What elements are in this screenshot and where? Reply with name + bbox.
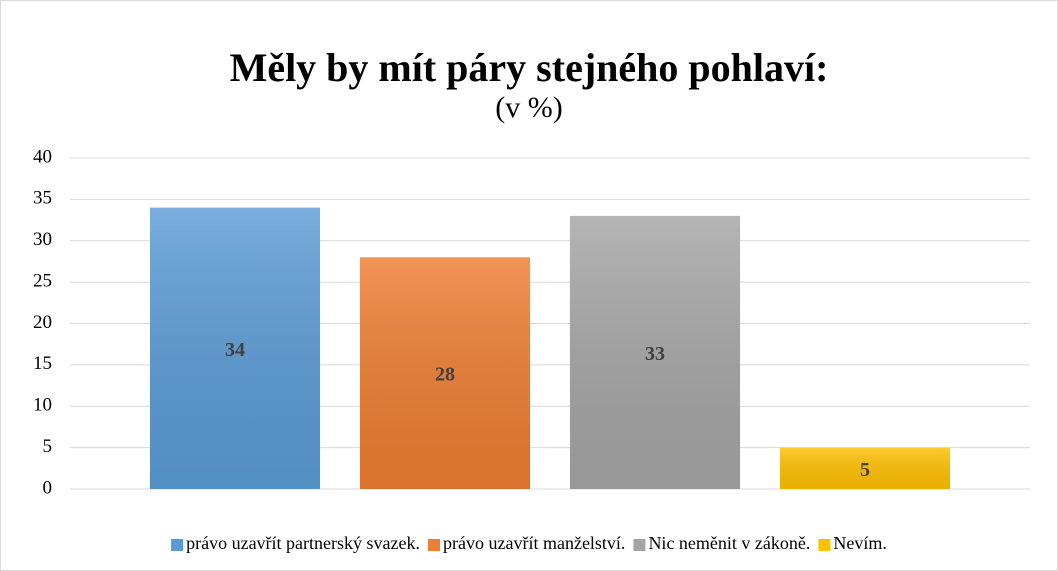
- y-tick-label: 40: [33, 146, 52, 167]
- legend-swatch: [818, 539, 831, 551]
- legend-label: Nevím.: [833, 533, 887, 553]
- data-label: 33: [645, 343, 665, 365]
- data-label: 5: [860, 459, 870, 481]
- data-label: 28: [435, 364, 455, 386]
- y-tick-label: 20: [33, 312, 52, 333]
- bar-shade: [569, 215, 741, 490]
- legend-swatch: [428, 539, 441, 551]
- chart-title: Měly by mít páry stejného pohlaví:: [230, 45, 829, 90]
- legend-swatch: [171, 539, 184, 551]
- bar-shade: [779, 447, 951, 489]
- legend-label: Nic neměnit v zákoně.: [648, 533, 810, 553]
- bar-shade: [149, 207, 321, 489]
- y-tick-label: 5: [43, 436, 53, 457]
- y-tick-label: 10: [33, 395, 52, 416]
- bar-shade: [359, 257, 531, 489]
- y-tick-label: 35: [33, 188, 52, 209]
- y-tick-label: 25: [33, 270, 52, 291]
- data-label: 34: [225, 339, 245, 361]
- y-tick-label: 30: [33, 229, 52, 250]
- y-tick-label: 15: [33, 353, 52, 374]
- legend-swatch: [633, 539, 646, 551]
- y-tick-label: 0: [43, 477, 53, 498]
- chart-subtitle: (v %): [495, 91, 562, 124]
- legend-label: právo uzavřít partnerský svazek.: [186, 533, 420, 553]
- legend-label: právo uzavřít manželství.: [443, 533, 625, 553]
